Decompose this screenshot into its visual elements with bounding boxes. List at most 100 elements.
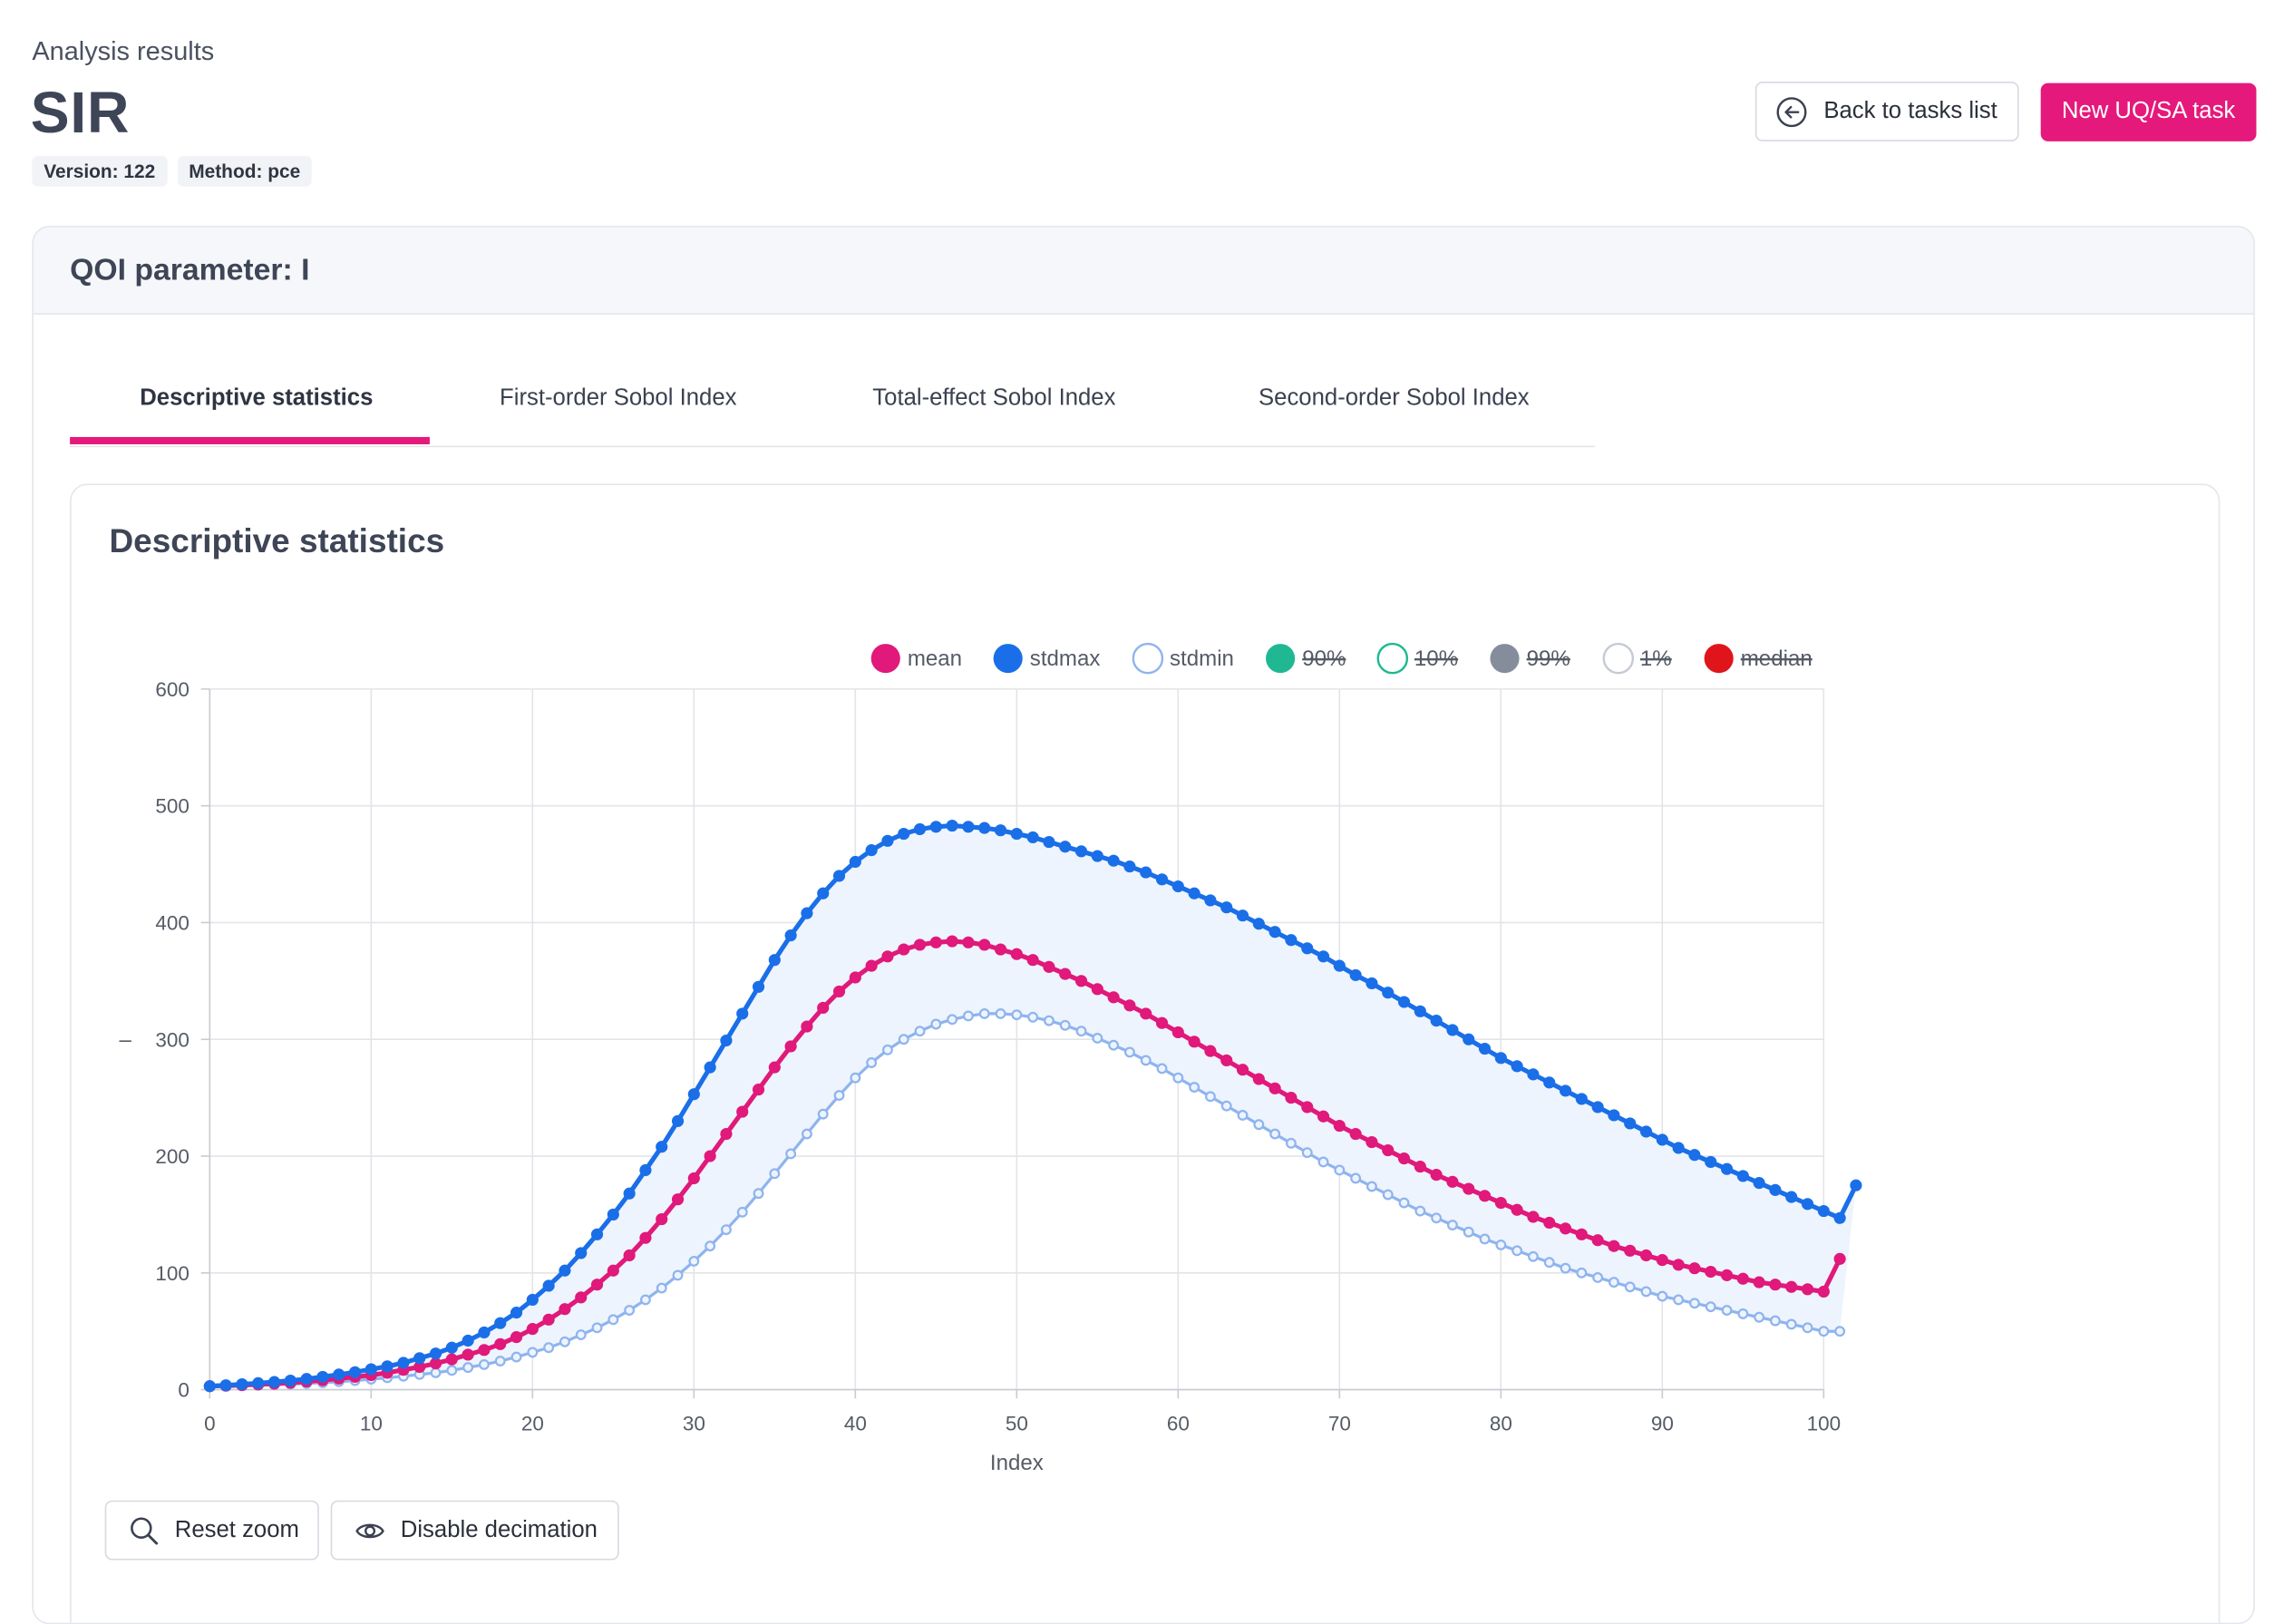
mean-point [1123,999,1136,1012]
legend-item-3[interactable]: 90% [1266,644,1346,674]
section-title: Descriptive statistics [109,521,445,559]
new-task-button[interactable]: New UQ/SA task [2040,83,2257,141]
tab-first-order-sobol[interactable]: First-order Sobol Index [500,385,737,412]
x-tick-label: 90 [1651,1413,1674,1435]
stdmax-point [623,1187,636,1200]
mean-point [1463,1182,1475,1195]
stdmax-point [1204,894,1217,907]
stdmin-point [1366,1181,1377,1192]
stdmax-point [1494,1052,1507,1065]
stdmax-point [397,1357,410,1369]
mean-point [1591,1234,1604,1247]
stdmax-point [316,1370,329,1384]
stdmin-point [705,1240,716,1252]
stdmin-point [1204,1091,1216,1103]
legend-item-4[interactable]: 10% [1376,642,1458,675]
mean-point [1833,1252,1846,1265]
legend-swatch [1132,642,1164,675]
stdmin-point [1705,1301,1716,1313]
version-badge: Version: 122 [32,155,168,187]
legend-item-0[interactable]: mean [870,644,962,674]
legend-label: 10% [1414,647,1458,671]
stdmin-point [801,1128,812,1140]
stdmin-point [930,1018,942,1030]
active-tab-indicator [70,436,430,444]
legend-swatch [1376,642,1409,675]
x-tick-label: 60 [1167,1413,1190,1435]
legend-item-1[interactable]: stdmax [993,644,1101,674]
descriptive-statistics-chart[interactable]: 0 100 200 300 400 500 600 0 10 20 30 40 50 60 70 80 90 10… [70,619,1876,1493]
y-tick-label: 200 [155,1145,190,1168]
stdmin-point [1754,1311,1765,1323]
stdmax-point [1171,880,1184,893]
stdmin-point [1220,1100,1232,1112]
legend-label: stdmax [1030,647,1101,671]
stdmin-point [559,1336,570,1347]
x-tick-label: 30 [683,1413,705,1435]
mean-point [1753,1276,1765,1289]
mean-point [1511,1203,1523,1216]
mean-point [1188,1036,1200,1048]
legend-swatch [1602,642,1635,675]
mean-point [1155,1016,1169,1029]
stdmax-point [1785,1191,1798,1203]
mean-point [429,1357,442,1370]
x-tick-label: 0 [204,1413,216,1435]
stdmin-point [1769,1315,1781,1327]
mean-point [898,943,910,956]
qoi-title: QOI parameter: I [70,252,310,287]
stdmin-point [1785,1318,1797,1330]
mean-point [1349,1127,1362,1141]
stdmin-point [1737,1308,1749,1319]
stdmax-point [1059,841,1072,853]
stdmin-point [1011,1009,1023,1021]
stdmax-point [1591,1101,1604,1113]
mean-point [1527,1211,1540,1223]
stdmax-point [267,1376,281,1388]
stdmax-point [736,1007,749,1020]
stdmax-point [849,855,861,869]
mean-point [559,1303,571,1316]
mean-point [1817,1285,1830,1298]
back-to-tasks-button[interactable]: Back to tasks list [1754,81,2019,141]
stdmax-point [1769,1183,1782,1196]
stdmin-point [543,1342,555,1354]
x-axis-label: Index [990,1451,1044,1475]
stdmin-point [672,1269,684,1281]
legend-item-5[interactable]: 99% [1490,644,1570,674]
stdmax-point [1091,850,1103,862]
legend-item-6[interactable]: 1% [1602,642,1672,675]
stdmin-point [1463,1226,1474,1238]
stdmin-point [1479,1233,1491,1245]
stdmax-point [801,907,813,919]
y-tick-label: 0 [178,1379,190,1402]
tab-second-order-sobol[interactable]: Second-order Sobol Index [1259,385,1530,412]
stdmax-point [1527,1068,1540,1081]
tab-bar: Descriptive statistics First-order Sobol… [70,361,1596,448]
mean-point [849,971,861,984]
stdmin-point [446,1365,458,1376]
stdmin-point [1624,1281,1636,1293]
stdmax-point [978,822,991,834]
legend-label: median [1741,647,1813,671]
stdmax-point [1236,909,1249,922]
stdmin-point [575,1329,587,1341]
stdmax-point [364,1363,377,1376]
mean-point [929,936,942,948]
page-subtitle: Analysis results [32,36,215,66]
stdmax-point [1043,835,1055,849]
mean-point [1639,1249,1653,1262]
qoi-card-header: QOI parameter: I [33,227,2254,316]
legend-item-2[interactable]: stdmin [1132,642,1234,675]
legend-label: 1% [1640,647,1672,671]
stdmax-point [898,827,910,841]
tab-total-effect-sobol[interactable]: Total-effect Sobol Index [872,385,1116,412]
legend-swatch [993,644,1023,674]
disable-decimation-button[interactable]: Disable decimation [330,1500,619,1561]
reset-zoom-button[interactable]: Reset zoom [104,1500,319,1561]
legend-item-7[interactable]: median [1704,644,1813,674]
stdmin-point [1059,1019,1071,1031]
mean-point [1785,1280,1798,1293]
tab-descriptive-statistics[interactable]: Descriptive statistics [140,385,374,412]
stdmax-point [333,1368,345,1381]
